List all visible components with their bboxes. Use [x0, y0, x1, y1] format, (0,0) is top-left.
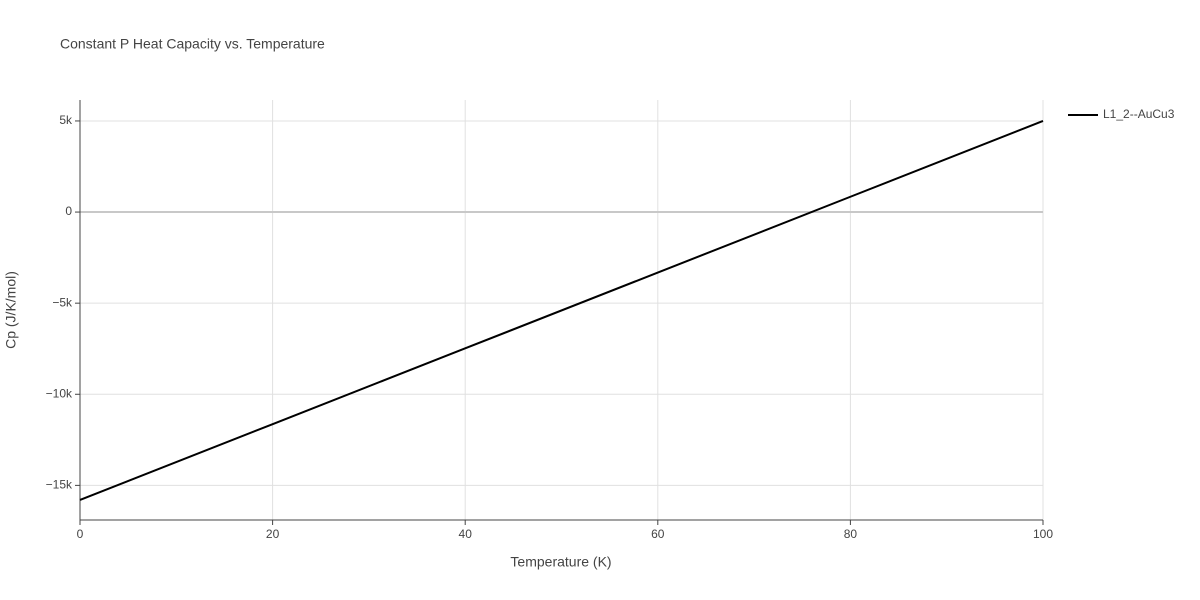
data-line: [79, 120, 1044, 501]
y-tick-label: 5k: [59, 113, 73, 127]
x-tick-label: 60: [651, 527, 665, 541]
y-tick-label: −5k: [52, 295, 73, 309]
x-tick-label: 40: [459, 527, 473, 541]
x-tick-label: 0: [77, 527, 84, 541]
y-axis-label: Cp (J/K/mol): [3, 271, 19, 349]
x-tick-label: 100: [1033, 527, 1053, 541]
chart-title: Constant P Heat Capacity vs. Temperature: [60, 36, 325, 52]
legend-label: L1_2--AuCu3: [1103, 107, 1175, 121]
x-axis-label: Temperature (K): [510, 554, 611, 570]
y-tick-label: −15k: [46, 478, 73, 492]
x-tick-label: 80: [844, 527, 858, 541]
y-tick-label: −10k: [46, 386, 73, 400]
y-tick-label: 0: [65, 204, 72, 218]
x-tick-label: 20: [266, 527, 280, 541]
